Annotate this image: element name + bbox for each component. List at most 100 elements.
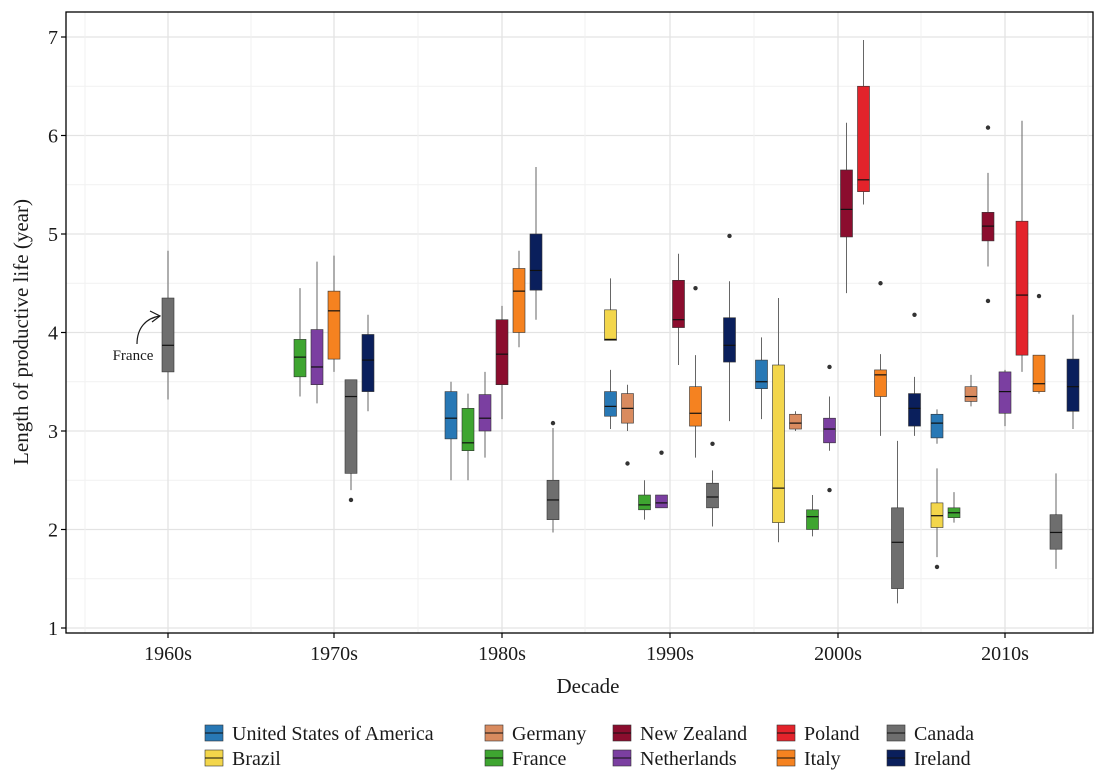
- x-tick-label: 1980s: [478, 643, 526, 665]
- box-netherlands-2010s: [998, 369, 1012, 427]
- x-tick-label: 1970s: [310, 643, 358, 665]
- box-ireland-2010s: [1066, 314, 1080, 430]
- annotation-arrow: [136, 315, 161, 345]
- box-canada-1990s: [706, 441, 719, 527]
- y-tick-label: 1: [48, 618, 58, 640]
- box-germany-2000s: [789, 411, 802, 431]
- box: [840, 169, 853, 238]
- outlier-point: [827, 487, 832, 493]
- outlier-point: [348, 497, 354, 503]
- box: [672, 279, 685, 328]
- legend-label: Italy: [804, 748, 841, 770]
- x-tick-label: 2010s: [981, 643, 1029, 665]
- y-tick-label: 4: [48, 323, 58, 345]
- box: [444, 391, 458, 440]
- x-tick-label: 2000s: [814, 643, 862, 665]
- box: [755, 359, 768, 389]
- box-italy-2010s: [1032, 293, 1046, 394]
- legend-item-netherlands: Netherlands: [612, 748, 737, 770]
- plot-area: [161, 39, 1080, 604]
- box-italy-1990s: [689, 285, 702, 458]
- box-poland-2010s: [1015, 120, 1029, 372]
- box-ireland-2000s: [908, 312, 921, 436]
- plot-background: [66, 12, 1093, 633]
- legend-label: Canada: [914, 723, 974, 745]
- box: [310, 329, 324, 386]
- plot-border: [65, 11, 1094, 634]
- box: [529, 233, 543, 291]
- box: [806, 509, 819, 530]
- box: [908, 393, 921, 427]
- box-france-1990s: [638, 480, 651, 520]
- axes: 1 2 3 4 5 6 7 1960s 1970s 1980s 1990s 2000s 2010s: [48, 11, 1094, 665]
- outlier-point: [934, 564, 940, 570]
- box: [874, 369, 887, 397]
- legend-label: Netherlands: [640, 748, 737, 770]
- outlier-point: [1036, 293, 1042, 299]
- box-canada-2000s: [891, 440, 904, 604]
- box: [1066, 358, 1080, 412]
- legend-label: Germany: [512, 723, 586, 745]
- annotation-arrowhead: [149, 310, 162, 323]
- outlier-point: [912, 312, 917, 317]
- box-ireland-1970s: [361, 314, 375, 412]
- box-italy-1980s: [512, 250, 526, 348]
- box-ireland-1990s: [723, 233, 736, 422]
- outlier-point: [693, 285, 698, 291]
- outlier-point: [659, 450, 664, 455]
- y-tick-label: 3: [48, 421, 58, 443]
- legend-item-poland: Poland: [776, 723, 860, 745]
- box: [689, 386, 702, 427]
- box-france-1980s: [461, 393, 475, 481]
- box-italy-1970s: [327, 255, 341, 372]
- box-france-1970s: [293, 288, 307, 397]
- box-france-2000s: [806, 495, 819, 537]
- outlier-point: [985, 125, 991, 130]
- box-netherlands-1980s: [478, 371, 492, 458]
- box: [723, 317, 736, 363]
- box-new-zealand-1980s: [495, 305, 509, 420]
- annotation-label: France: [113, 348, 154, 364]
- box: [1032, 354, 1046, 392]
- box-netherlands-1990s: [655, 450, 668, 509]
- box: [638, 494, 651, 511]
- box-italy-2000s: [874, 281, 887, 436]
- legend-item-united-states-of-america: United States of America: [204, 723, 434, 745]
- box-brazil-2010s: [930, 468, 944, 570]
- box-brazil-1990s: [604, 278, 617, 341]
- box: [604, 391, 617, 417]
- box-netherlands-1970s: [310, 261, 324, 404]
- box: [998, 371, 1012, 414]
- legend-item-italy: Italy: [776, 748, 841, 770]
- legend-item-france: France: [484, 748, 567, 770]
- legend-item-new-zealand: New Zealand: [612, 723, 747, 745]
- legend-item-brazil: Brazil: [204, 748, 281, 770]
- box: [891, 507, 904, 589]
- y-tick-label: 6: [48, 126, 58, 148]
- box: [930, 413, 944, 439]
- box-germany-1990s: [621, 384, 634, 466]
- box-canada-1970s: [344, 379, 358, 503]
- box: [293, 339, 307, 378]
- box-new-zealand-2010s: [981, 125, 995, 304]
- box: [495, 319, 509, 386]
- outlier-point: [985, 298, 991, 304]
- box-united-states-of-america-1980s: [444, 381, 458, 481]
- box-canada-1980s: [546, 420, 560, 533]
- legend-item-canada: Canada: [886, 723, 974, 745]
- outlier-point: [710, 441, 715, 447]
- outlier-point: [550, 420, 556, 426]
- box: [789, 413, 802, 430]
- box-united-states-of-america-2000s: [755, 337, 768, 420]
- y-tick-label: 5: [48, 224, 58, 246]
- box: [478, 394, 492, 432]
- legend-label: France: [512, 748, 567, 770]
- box: [655, 494, 668, 509]
- box: [857, 85, 870, 192]
- box-poland-2000s: [857, 39, 870, 205]
- box-united-states-of-america-1990s: [604, 369, 617, 430]
- box-germany-2010s: [964, 374, 978, 407]
- box-canada-1960s: [161, 250, 175, 400]
- box: [361, 334, 375, 392]
- box-new-zealand-2000s: [840, 122, 853, 294]
